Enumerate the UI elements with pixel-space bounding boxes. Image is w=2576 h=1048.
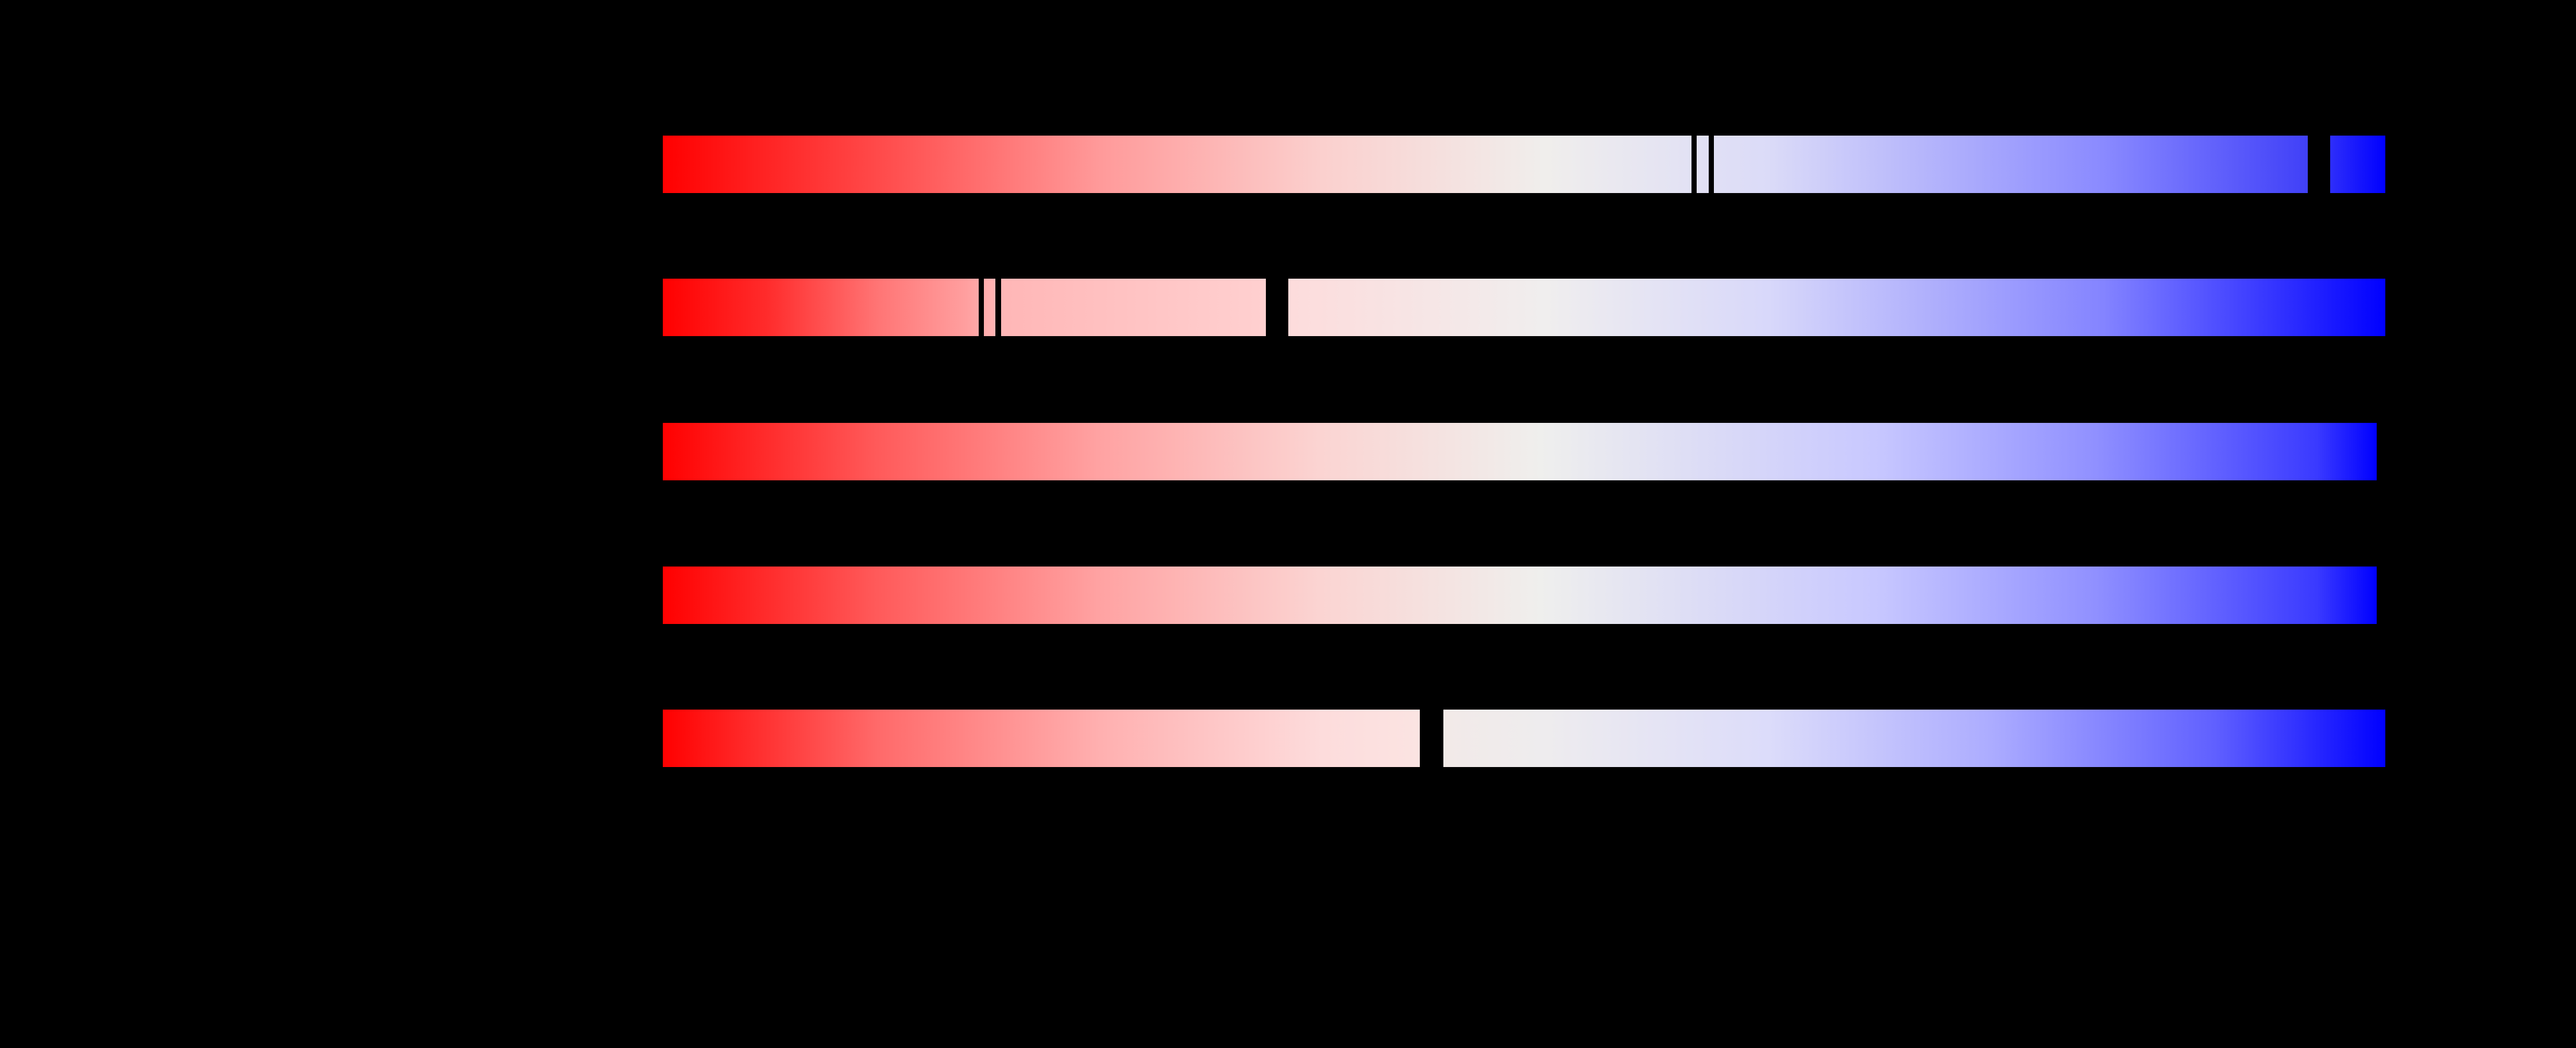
bar-gap-notch bbox=[1708, 134, 1714, 194]
gradient-bar-row-5 bbox=[663, 708, 2385, 768]
bar-gap-notch bbox=[995, 278, 1001, 337]
gradient-bar-row-1 bbox=[663, 134, 2385, 194]
bar-gap-notch bbox=[2308, 134, 2331, 194]
bar-gap-notch bbox=[1265, 278, 1288, 337]
bar-gap-notch bbox=[979, 278, 984, 337]
bar-gap-notch bbox=[1420, 708, 1443, 768]
bar-gap-notch bbox=[1691, 134, 1697, 194]
gradient-bar-row-2 bbox=[663, 278, 2385, 337]
gradient-bar-row-4 bbox=[663, 567, 2377, 624]
gradient-bar-row-3 bbox=[663, 423, 2377, 480]
